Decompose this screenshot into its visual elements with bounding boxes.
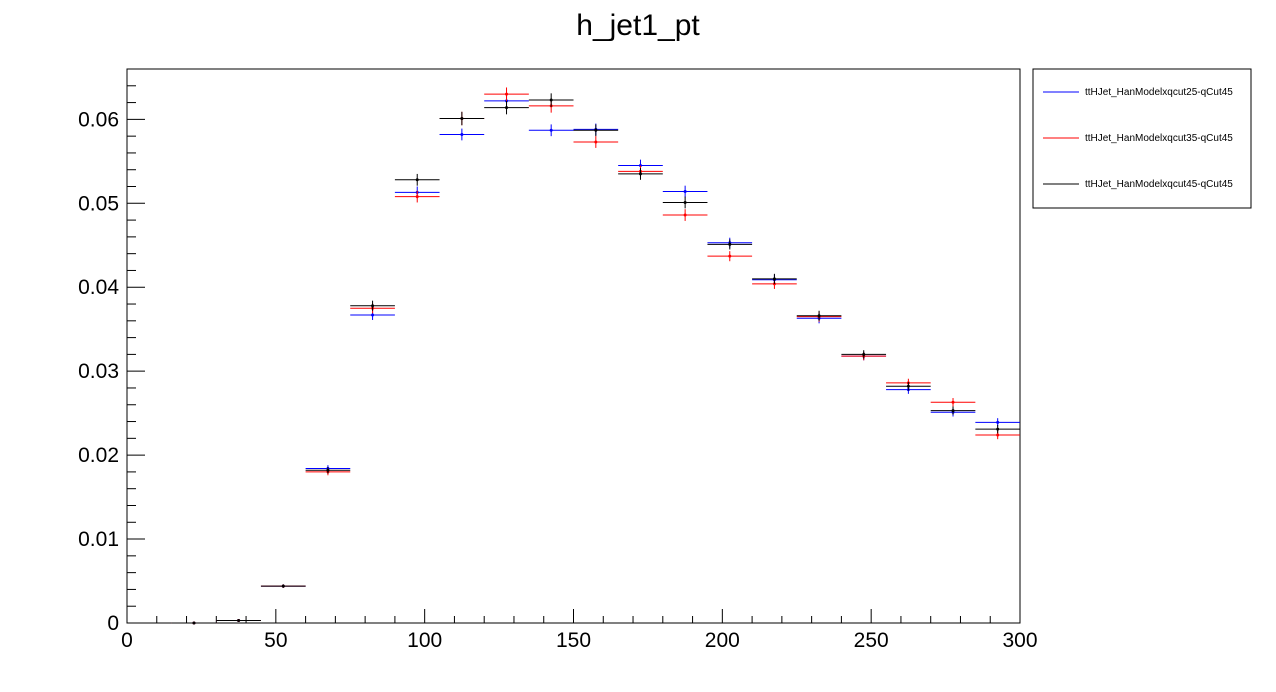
y-tick-label: 0 — [107, 612, 119, 635]
data-point — [549, 98, 553, 102]
legend-entry: ttHJet_HanModelxqcut25-qCut45 — [1085, 87, 1233, 98]
data-point — [415, 178, 419, 182]
legend: ttHJet_HanModelxqcut25-qCut45 ttHJet_HanM… — [1032, 68, 1252, 209]
data-point — [951, 409, 955, 413]
x-tick-label: 0 — [121, 629, 133, 652]
data-point — [415, 195, 419, 199]
data-point — [862, 352, 866, 356]
data-point — [996, 433, 1000, 437]
data-point — [996, 427, 1000, 431]
y-tick-label: 0.03 — [78, 360, 119, 383]
data-point — [683, 200, 687, 204]
data-point — [594, 128, 598, 132]
legend-entry: ttHJet_HanModelxqcut45-qCut45 — [1085, 179, 1233, 190]
data-point — [281, 584, 285, 588]
data-point — [549, 128, 553, 132]
y-tick-label: 0.05 — [78, 192, 119, 215]
data-point — [728, 254, 732, 258]
data-point — [996, 420, 1000, 424]
x-tick-label: 200 — [705, 629, 740, 652]
data-point — [192, 621, 196, 625]
legend-entry: ttHJet_HanModelxqcut35-qCut45 — [1085, 133, 1233, 144]
data-point — [505, 106, 509, 110]
y-tick-label: 0.01 — [78, 528, 119, 551]
data-point — [817, 314, 821, 318]
data-point — [460, 132, 464, 136]
data-point — [371, 304, 375, 308]
series-layer — [171, 87, 1020, 625]
chart-title: h_jet1_pt — [576, 9, 700, 42]
data-point — [683, 213, 687, 217]
x-tick-label: 300 — [1002, 629, 1037, 652]
x-tick-label: 150 — [556, 629, 591, 652]
y-tick-label: 0.02 — [78, 444, 119, 467]
x-tick-label: 250 — [854, 629, 889, 652]
series-3 — [171, 93, 1020, 625]
data-point — [951, 400, 955, 404]
data-point — [594, 140, 598, 144]
data-point — [638, 172, 642, 176]
data-point — [326, 468, 330, 472]
x-tick-label: 100 — [407, 629, 442, 652]
x-tick-label: 50 — [264, 629, 287, 652]
data-point — [683, 190, 687, 194]
data-point — [460, 117, 464, 121]
y-tick-label: 0.04 — [78, 276, 119, 299]
data-point — [371, 313, 375, 317]
data-point — [728, 242, 732, 246]
data-point — [237, 618, 241, 622]
data-point — [772, 277, 776, 281]
series-2 — [171, 87, 1020, 625]
plot-frame — [126, 68, 1021, 624]
axes: 0 50 100 150 200 250 300 0 0.01 0.02 0.03 0.04 0.05 0… — [78, 68, 1038, 652]
series-1 — [171, 94, 1020, 625]
data-point — [906, 384, 910, 388]
data-point — [505, 92, 509, 96]
y-tick-label: 0.06 — [78, 108, 119, 131]
